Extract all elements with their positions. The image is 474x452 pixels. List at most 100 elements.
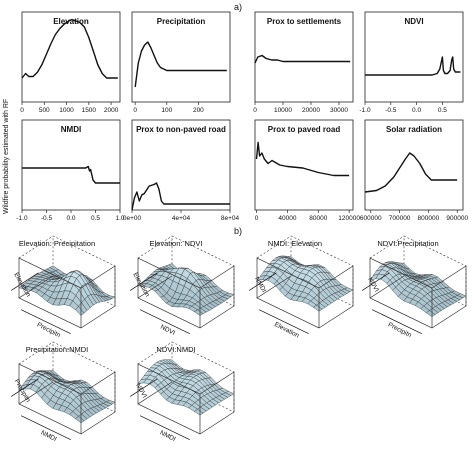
y-axis-arrow — [11, 378, 39, 397]
line-chart-5: NMDI -1.0 -0.5 0.0 0.5 1.0 — [16, 119, 125, 222]
chart-title: Elevation — [53, 17, 89, 26]
line-chart-7: Prox to paved road 0 40000 80000 120000 — [254, 119, 360, 222]
box-side-edges — [80, 265, 116, 306]
x-axis-arrow — [20, 415, 71, 440]
x-axis-arrow — [371, 309, 422, 334]
series-line — [21, 18, 118, 79]
x-axis-label: NMDI — [40, 429, 58, 443]
y-axis-label: NDVI — [134, 382, 148, 399]
x-tick-label: 600000 — [360, 215, 382, 222]
x-tick-label: 700000 — [389, 215, 411, 222]
x-axis-label: Precipitn — [36, 321, 62, 339]
surface-plot-6: NDVI:NMDI NMDI NDVI — [130, 341, 235, 443]
x-axis-label: Precipitn — [387, 321, 413, 339]
plot-frame — [364, 119, 464, 211]
x-tick-label: 40000 — [278, 215, 296, 222]
series-line — [364, 152, 458, 193]
surface-facet — [426, 310, 436, 318]
surface-title: NMDI: Elevation — [268, 239, 322, 248]
x-tick-label: 10000 — [274, 107, 292, 114]
y-axis-arrow — [362, 272, 390, 291]
surface-title: NDVI:Precipitation — [377, 239, 438, 248]
x-tick-label: 1.0 — [115, 215, 124, 222]
box-top-edge — [18, 235, 54, 259]
x-tick-label: 1500 — [82, 107, 97, 114]
surface-facet — [194, 309, 204, 316]
series-line — [131, 182, 230, 211]
line-chart-1: Elevation 0 500 1000 1500 2000 — [20, 11, 121, 114]
x-tick-label: 800000 — [418, 215, 440, 222]
surface-title: Precipitation:NMDI — [26, 345, 89, 354]
x-tick-label: 0.5 — [438, 107, 447, 114]
x-axis-arrow — [139, 415, 190, 440]
chart-title: Prox to settlements — [267, 17, 342, 26]
x-tick-label: 30000 — [330, 107, 348, 114]
box-top-edge — [256, 235, 292, 259]
box-base-edges — [137, 381, 235, 435]
plot-frame — [21, 11, 121, 103]
line-chart-6: Prox to non-paved road 0e+00 4e+04 8e+04 — [123, 119, 240, 222]
series-line — [254, 54, 351, 64]
x-tick-label: 120000 — [338, 215, 360, 222]
surface-facet — [194, 409, 204, 416]
box-front-edges — [369, 257, 433, 328]
x-tick-label: 0.5 — [91, 215, 100, 222]
plot-frame — [21, 119, 121, 211]
plot-frame — [131, 11, 231, 103]
box-base-edges — [369, 275, 467, 329]
box-top-edge — [137, 235, 173, 259]
box-base-edges — [256, 275, 354, 329]
box-base-edges — [18, 381, 116, 435]
box-front-edges — [137, 257, 201, 328]
surface-facet — [75, 306, 85, 316]
x-axis-label: NMDI — [159, 429, 177, 443]
x-axis-arrow — [139, 309, 190, 334]
surface-title: Elevation: NDVI — [150, 239, 203, 248]
surface-plot-1: Elevation: PrecipitationPrecipitnElevati… — [11, 235, 116, 339]
chart-title: Solar radiation — [386, 125, 442, 134]
x-axis-label: Elevation — [273, 321, 300, 340]
x-tick-label: -1.0 — [16, 215, 28, 222]
x-tick-label: -0.5 — [41, 215, 53, 222]
x-tick-label: 2000 — [104, 107, 119, 114]
box-top-edge — [369, 235, 405, 259]
y-axis-arrow — [11, 272, 39, 291]
plot-frame — [364, 11, 464, 103]
x-tick-label: 0e+00 — [123, 215, 142, 222]
x-tick-label: 200 — [193, 107, 204, 114]
box-side-edges — [199, 265, 235, 306]
x-tick-label: 0 — [253, 107, 257, 114]
chart-title: NDVI — [404, 17, 423, 26]
figure-ylabel: Wildfire probability estimated with RF — [3, 99, 10, 214]
box-side-edges — [80, 371, 116, 412]
y-axis-arrow — [249, 272, 277, 291]
surface-facet — [313, 304, 323, 312]
x-tick-label: 0 — [133, 107, 137, 114]
chart-title: Prox to paved road — [268, 125, 341, 134]
series-line — [365, 56, 461, 76]
x-tick-label: -0.5 — [385, 107, 397, 114]
panel-label-b: b) — [234, 226, 242, 236]
plot-frame — [254, 11, 354, 103]
series-line — [255, 141, 350, 177]
x-tick-label: 0.0 — [412, 107, 421, 114]
box-base-edges — [18, 275, 116, 329]
x-tick-label: 0 — [255, 215, 259, 222]
x-tick-label: 100 — [161, 107, 172, 114]
y-axis-arrow — [130, 272, 158, 291]
plot-frame — [254, 119, 354, 211]
x-tick-label: -1.0 — [359, 107, 371, 114]
x-tick-label: 0 — [20, 107, 24, 114]
line-chart-4: NDVI -1.0 -0.5 0.0 0.5 — [359, 11, 464, 114]
x-tick-label: 500 — [39, 107, 50, 114]
chart-title: Prox to non-paved road — [136, 125, 226, 134]
series-line — [22, 165, 120, 184]
x-tick-label: 900000 — [446, 215, 468, 222]
box-front-edges — [18, 257, 82, 328]
